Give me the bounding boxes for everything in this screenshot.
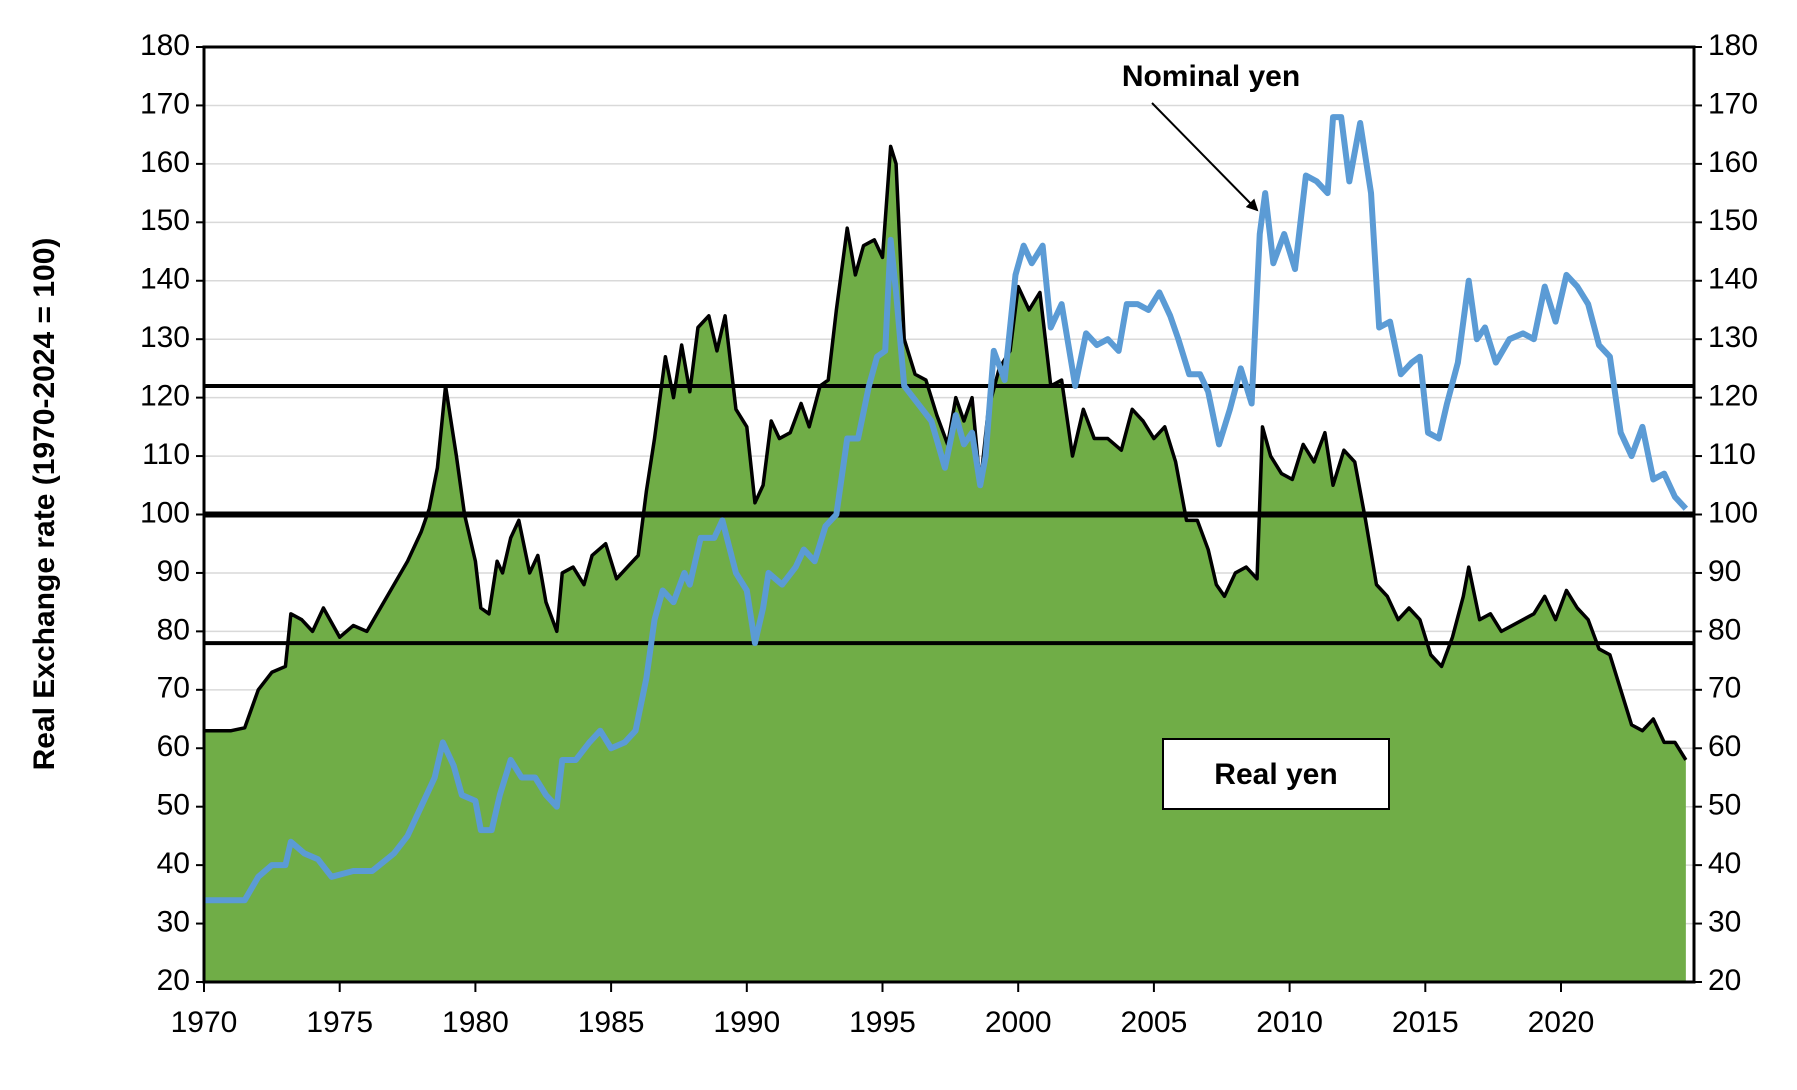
y-tick-label: 70 xyxy=(157,672,190,705)
y2-tick-label: 110 xyxy=(1708,438,1756,471)
x-tick-label: 2005 xyxy=(1121,1006,1188,1039)
y-tick-label: 100 xyxy=(140,496,190,529)
y2-tick-label: 80 xyxy=(1708,613,1741,646)
annotation: Real yen xyxy=(1214,758,1337,791)
x-tick-label: 1975 xyxy=(306,1006,373,1039)
y-tick-label: 110 xyxy=(142,438,190,471)
x-tick-label: 1980 xyxy=(442,1006,509,1039)
y2-tick-label: 40 xyxy=(1708,847,1741,880)
y-tick-label: 60 xyxy=(157,730,190,763)
x-tick-label: 1990 xyxy=(713,1006,780,1039)
y2-tick-label: 130 xyxy=(1708,321,1758,354)
x-tick-label: 2020 xyxy=(1528,1006,1595,1039)
plot-area xyxy=(204,46,1694,983)
y2-tick-label: 50 xyxy=(1708,789,1741,822)
y2-tick-label: 30 xyxy=(1708,905,1741,938)
y-tick-label: 150 xyxy=(140,204,190,237)
x-tick-label: 2010 xyxy=(1256,1006,1323,1039)
y-tick-label: 130 xyxy=(140,321,190,354)
line xyxy=(204,114,1689,904)
x-tick-label: 1985 xyxy=(578,1006,645,1039)
y2-tick-label: 120 xyxy=(1708,380,1758,413)
x-tick-label: 1995 xyxy=(849,1006,916,1039)
annotation-arrow xyxy=(1151,102,1259,212)
y-tick-label: 140 xyxy=(140,263,190,296)
y-tick-label: 170 xyxy=(140,87,190,120)
area-outline xyxy=(204,144,1688,761)
y-tick-label: 30 xyxy=(157,905,190,938)
y-tick-label: 80 xyxy=(157,613,190,646)
y-axis-label: Real Exchange rate (1970-2024 = 100) xyxy=(28,238,61,771)
annotation-box xyxy=(1162,738,1390,810)
y2-tick-label: 70 xyxy=(1708,672,1741,705)
y2-tick-label: 140 xyxy=(1708,263,1758,296)
y2-tick-label: 20 xyxy=(1708,964,1741,997)
y2-tick-label: 180 xyxy=(1708,29,1758,62)
y2-tick-label: 100 xyxy=(1708,496,1758,529)
area xyxy=(204,146,1686,982)
y-tick-label: 90 xyxy=(157,555,190,588)
x-tick-label: 1970 xyxy=(171,1006,238,1039)
y2-tick-label: 90 xyxy=(1708,555,1741,588)
y2-tick-label: 150 xyxy=(1708,204,1758,237)
annotation: Nominal yen xyxy=(1122,60,1300,93)
y-tick-label: 20 xyxy=(157,964,190,997)
x-tick-label: 2000 xyxy=(985,1006,1052,1039)
y-tick-label: 160 xyxy=(140,146,190,179)
x-tick-label: 2015 xyxy=(1392,1006,1459,1039)
y2-tick-label: 170 xyxy=(1708,87,1758,120)
y2-tick-label: 160 xyxy=(1708,146,1758,179)
plot-frame xyxy=(202,45,1696,984)
y2-tick-label: 60 xyxy=(1708,730,1741,763)
y-tick-label: 50 xyxy=(157,789,190,822)
y-tick-label: 120 xyxy=(140,380,190,413)
y-tick-label: 180 xyxy=(140,29,190,62)
y-tick-label: 40 xyxy=(157,847,190,880)
